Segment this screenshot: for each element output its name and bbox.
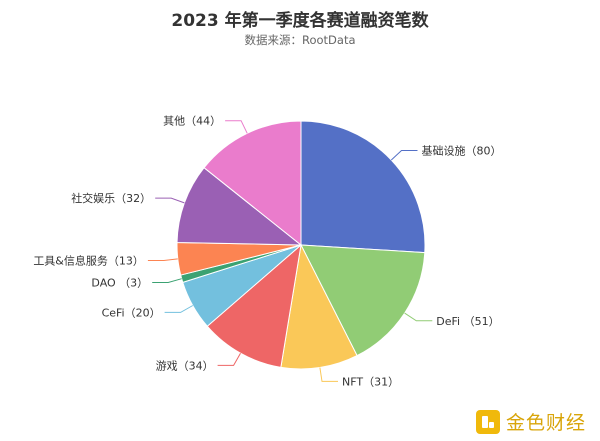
slice-label-5: DAO （3）	[91, 277, 148, 290]
leader-line-3	[217, 352, 241, 366]
slice-label-7: 社交娱乐（32）	[71, 191, 151, 205]
watermark: 金色财经	[475, 408, 586, 435]
slice-label-8: 其他（44）	[163, 115, 221, 128]
leader-line-5	[152, 278, 182, 283]
leader-line-8	[225, 120, 248, 134]
slice-label-1: DeFi （51）	[436, 315, 499, 328]
leader-line-2	[319, 367, 338, 382]
watermark-text: 金色财经	[505, 412, 586, 434]
pie-slice-2	[280, 243, 358, 370]
slice-label-2: NFT（31）	[342, 375, 399, 388]
pie-slice-7	[176, 166, 303, 246]
slice-label-6: 工具&信息服务（13）	[33, 254, 144, 268]
chart-subtitle: 数据来源：RootData	[244, 33, 356, 47]
leader-line-7	[155, 197, 185, 204]
leader-line-4	[164, 305, 194, 313]
slice-label-3: 游戏（34）	[156, 359, 214, 372]
chart-title: 2023 年第一季度各赛道融资笔数	[171, 11, 429, 31]
pie-slice-0	[300, 120, 426, 254]
jinse-logo-icon	[475, 409, 500, 434]
slice-label-4: CeFi（20）	[102, 306, 161, 319]
leader-line-1	[404, 312, 433, 322]
leader-line-0	[390, 150, 418, 161]
leader-line-6	[147, 258, 178, 261]
slice-label-0: 基础设施（80）	[422, 145, 502, 158]
